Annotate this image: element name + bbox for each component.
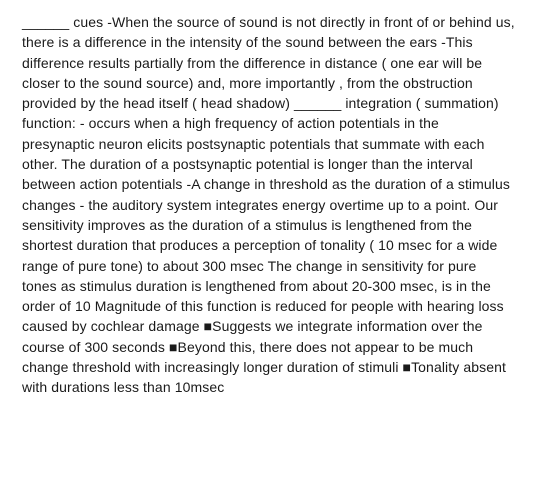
document-body-text: ______ cues -When the source of sound is… bbox=[0, 0, 533, 410]
